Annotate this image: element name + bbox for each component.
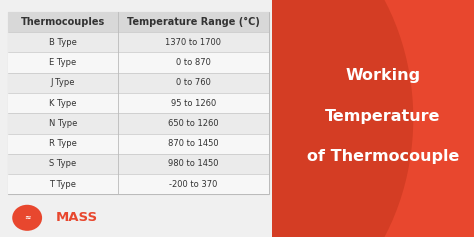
FancyBboxPatch shape <box>8 32 269 52</box>
Text: MASS: MASS <box>55 211 98 224</box>
Text: B Type: B Type <box>49 38 77 47</box>
FancyBboxPatch shape <box>8 113 269 133</box>
FancyBboxPatch shape <box>8 174 269 194</box>
Text: of Thermocouple: of Thermocouple <box>307 149 459 164</box>
Text: S Type: S Type <box>49 160 77 169</box>
Text: Temperature: Temperature <box>325 109 441 124</box>
Circle shape <box>12 205 42 231</box>
FancyBboxPatch shape <box>8 73 269 93</box>
Text: 0 to 760: 0 to 760 <box>176 78 211 87</box>
FancyBboxPatch shape <box>8 154 269 174</box>
Text: 1370 to 1700: 1370 to 1700 <box>165 38 221 47</box>
Text: T Type: T Type <box>49 180 76 189</box>
Text: E Type: E Type <box>49 58 77 67</box>
FancyBboxPatch shape <box>8 93 269 113</box>
Text: 95 to 1260: 95 to 1260 <box>171 99 216 108</box>
Text: 980 to 1450: 980 to 1450 <box>168 160 219 169</box>
Text: J Type: J Type <box>51 78 75 87</box>
Text: R Type: R Type <box>49 139 77 148</box>
FancyBboxPatch shape <box>8 133 269 154</box>
FancyBboxPatch shape <box>8 12 269 194</box>
Text: Thermocouples: Thermocouples <box>21 17 105 27</box>
Text: Temperature Range (°C): Temperature Range (°C) <box>127 17 260 27</box>
FancyBboxPatch shape <box>272 0 474 237</box>
FancyBboxPatch shape <box>8 12 269 32</box>
Text: ≈: ≈ <box>24 213 30 222</box>
Circle shape <box>29 0 413 237</box>
Text: K Type: K Type <box>49 99 77 108</box>
Text: N Type: N Type <box>49 119 77 128</box>
Text: 0 to 870: 0 to 870 <box>176 58 211 67</box>
FancyBboxPatch shape <box>8 52 269 73</box>
Text: 650 to 1260: 650 to 1260 <box>168 119 219 128</box>
Text: -200 to 370: -200 to 370 <box>169 180 218 189</box>
Text: 870 to 1450: 870 to 1450 <box>168 139 219 148</box>
Text: Working: Working <box>346 68 420 83</box>
